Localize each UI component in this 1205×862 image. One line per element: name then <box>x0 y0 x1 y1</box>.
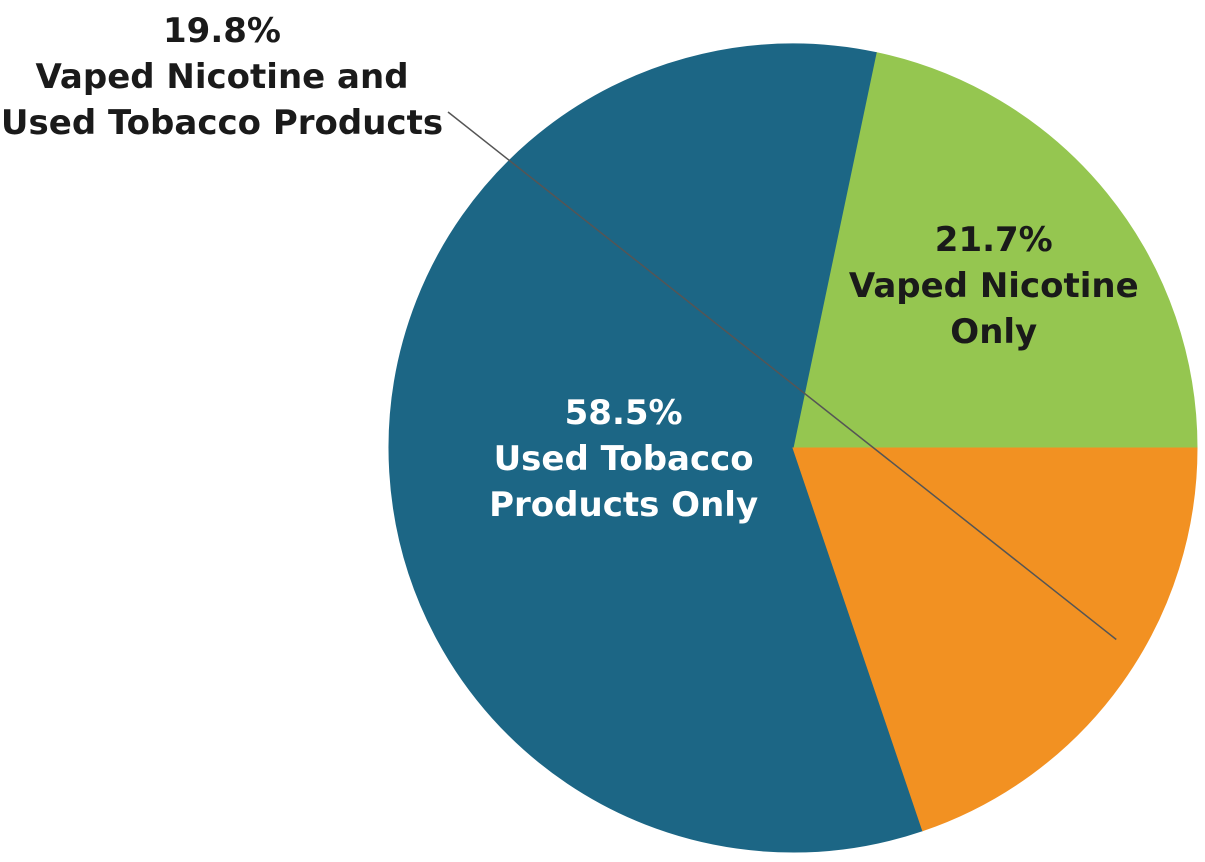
data-label-name-line: Only <box>950 312 1037 352</box>
data-label-name-line: Vaped Nicotine and <box>35 57 408 97</box>
data-label-value: 58.5% <box>565 393 683 433</box>
data-label-name-line: Used Tobacco <box>494 439 754 479</box>
labels-layer: 21.7% Vaped Nicotine Only 58.5% Used Tobacco… <box>1 11 1139 641</box>
pie-slice-used-tobacco-products-only <box>388 43 924 853</box>
data-label-value: 19.8% <box>163 11 281 51</box>
data-label-name-line: Products Only <box>489 485 758 525</box>
data-label-used-tobacco-products-only: 58.5% Used Tobacco Products Only <box>489 393 758 525</box>
data-label-name-line: Used Tobacco Products <box>1 103 443 143</box>
slices-layer <box>388 43 1198 853</box>
pie-slice-vaped-nicotine-and-used-tobacco-products <box>792 447 1198 832</box>
data-label-name-line: Vaped Nicotine <box>849 266 1139 306</box>
data-label-vaped-nicotine-and-used-tobacco-products: 19.8% Vaped Nicotine and Used Tobacco Prod… <box>1 11 443 143</box>
pie-slice-vaped-nicotine-only <box>792 52 1198 449</box>
data-label-vaped-nicotine-only: 21.7% Vaped Nicotine Only <box>849 220 1139 352</box>
leader-line-vaped-nicotine-and-used-tobacco-products <box>447 111 1117 641</box>
data-label-value: 21.7% <box>935 220 1053 260</box>
